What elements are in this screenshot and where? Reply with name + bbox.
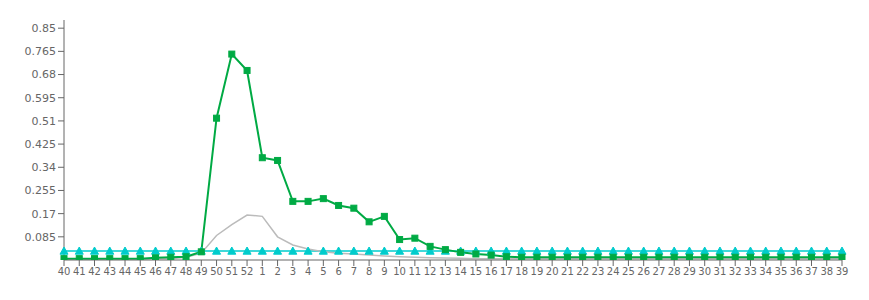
svg-text:0.085: 0.085 [25, 231, 57, 244]
svg-text:0.765: 0.765 [25, 45, 57, 58]
svg-text:47: 47 [164, 266, 177, 277]
svg-text:16: 16 [485, 266, 498, 277]
svg-text:19: 19 [531, 266, 544, 277]
svg-text:27: 27 [653, 266, 666, 277]
svg-text:48: 48 [180, 266, 193, 277]
svg-text:9: 9 [381, 266, 387, 277]
svg-text:0.595: 0.595 [25, 92, 57, 105]
svg-text:21: 21 [561, 266, 574, 277]
svg-text:30: 30 [698, 266, 711, 277]
svg-text:6: 6 [335, 266, 341, 277]
svg-text:0.85: 0.85 [32, 22, 57, 35]
svg-text:10: 10 [393, 266, 406, 277]
svg-text:28: 28 [668, 266, 681, 277]
svg-text:45: 45 [134, 266, 147, 277]
svg-text:3: 3 [290, 266, 296, 277]
svg-text:49: 49 [195, 266, 208, 277]
svg-text:34: 34 [759, 266, 772, 277]
svg-text:23: 23 [592, 266, 605, 277]
svg-text:12: 12 [424, 266, 437, 277]
svg-text:40: 40 [58, 266, 71, 277]
svg-text:11: 11 [408, 266, 421, 277]
svg-text:17: 17 [500, 266, 513, 277]
svg-text:5: 5 [320, 266, 326, 277]
svg-text:2: 2 [274, 266, 280, 277]
svg-text:52: 52 [241, 266, 254, 277]
svg-text:31: 31 [714, 266, 727, 277]
svg-text:0.34: 0.34 [32, 161, 57, 174]
svg-text:43: 43 [103, 266, 116, 277]
svg-text:26: 26 [637, 266, 650, 277]
svg-text:42: 42 [88, 266, 101, 277]
svg-text:1: 1 [259, 266, 265, 277]
svg-text:38: 38 [820, 266, 833, 277]
svg-text:33: 33 [744, 266, 757, 277]
svg-text:18: 18 [515, 266, 528, 277]
svg-text:51: 51 [225, 266, 238, 277]
svg-text:44: 44 [119, 266, 132, 277]
svg-text:50: 50 [210, 266, 223, 277]
svg-text:35: 35 [775, 266, 788, 277]
svg-text:20: 20 [546, 266, 559, 277]
svg-text:0.255: 0.255 [25, 184, 57, 197]
svg-text:39: 39 [836, 266, 849, 277]
svg-text:14: 14 [454, 266, 467, 277]
svg-text:46: 46 [149, 266, 162, 277]
svg-text:0.425: 0.425 [25, 138, 57, 151]
svg-text:29: 29 [683, 266, 696, 277]
svg-text:32: 32 [729, 266, 742, 277]
svg-text:41: 41 [73, 266, 86, 277]
svg-text:15: 15 [470, 266, 483, 277]
svg-text:13: 13 [439, 266, 452, 277]
svg-text:0.17: 0.17 [32, 208, 57, 221]
svg-text:24: 24 [607, 266, 620, 277]
svg-text:4: 4 [305, 266, 311, 277]
svg-text:36: 36 [790, 266, 803, 277]
svg-text:0.51: 0.51 [32, 115, 57, 128]
svg-text:0.68: 0.68 [32, 68, 57, 81]
svg-text:37: 37 [805, 266, 818, 277]
svg-text:25: 25 [622, 266, 635, 277]
svg-text:8: 8 [366, 266, 372, 277]
svg-text:7: 7 [351, 266, 357, 277]
svg-text:22: 22 [576, 266, 589, 277]
